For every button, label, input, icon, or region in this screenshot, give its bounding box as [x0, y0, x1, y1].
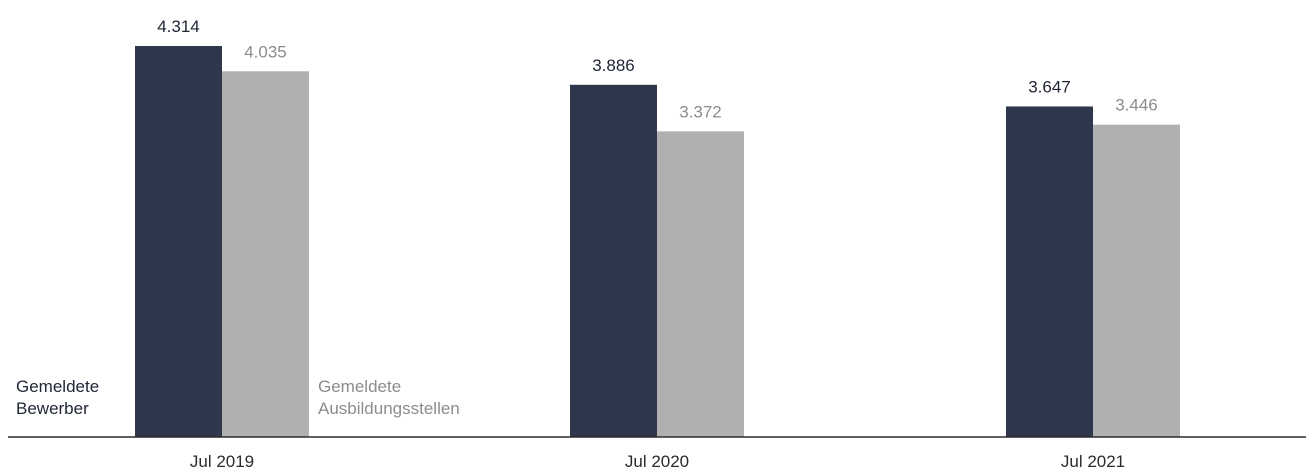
legend-label-line: Ausbildungsstellen	[318, 399, 460, 418]
legend-entry-series-1: Gemeldete Bewerber	[16, 376, 99, 420]
legend-label-line: Gemeldete	[16, 377, 100, 396]
value-labels-group: 4.314 4.035 3.886 3.372 3.647 3.446	[157, 17, 1158, 121]
value-label-series-1-cat-1: 4.314	[157, 17, 200, 36]
legend-label-line: Bewerber	[16, 399, 89, 418]
bar-series-2-cat-3	[1093, 124, 1180, 438]
bar-series-2-cat-2	[657, 131, 744, 437]
value-label-series-1-cat-2: 3.886	[592, 56, 635, 75]
x-tick-label: Jul 2021	[1061, 452, 1125, 471]
bar-series-1-cat-3	[1006, 106, 1093, 437]
bars-group	[135, 46, 1180, 438]
value-label-series-2-cat-2: 3.372	[679, 102, 722, 121]
bar-series-1-cat-1	[135, 46, 222, 437]
value-label-series-2-cat-3: 3.446	[1115, 96, 1158, 115]
x-tick-label: Jul 2020	[625, 452, 689, 471]
legend-entry-series-2: Gemeldete Ausbildungsstellen	[318, 376, 460, 420]
bar-series-1-cat-2	[570, 84, 657, 437]
legend-label-line: Gemeldete	[318, 377, 402, 396]
value-label-series-2-cat-1: 4.035	[244, 42, 287, 61]
value-label-series-1-cat-3: 3.647	[1028, 77, 1071, 96]
x-tick-label: Jul 2019	[190, 452, 254, 471]
bar-series-2-cat-1	[222, 71, 309, 437]
x-tick-labels-group: Jul 2019 Jul 2020 Jul 2021	[190, 452, 1125, 471]
